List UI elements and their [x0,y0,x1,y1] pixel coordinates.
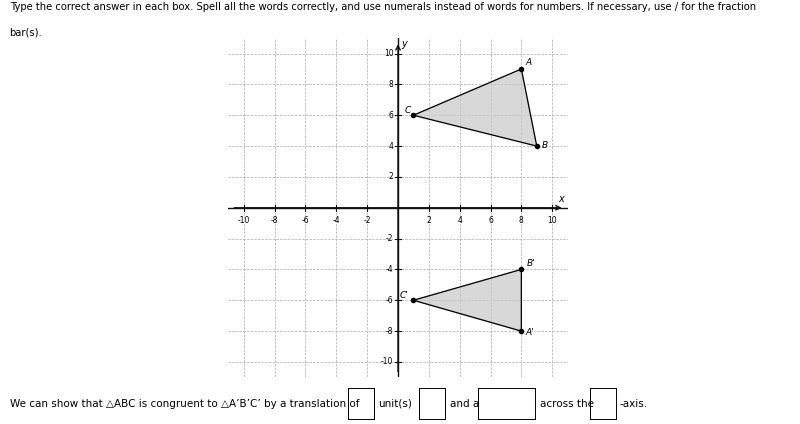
Text: y: y [402,39,407,49]
Text: -10: -10 [381,357,394,366]
Text: -2: -2 [363,216,371,225]
Text: 6: 6 [389,111,394,120]
Text: -4: -4 [333,216,340,225]
Text: 6: 6 [488,216,493,225]
Text: -2: -2 [386,234,394,243]
Text: A': A' [526,328,534,337]
Text: and a: and a [450,399,479,409]
Text: -6: -6 [386,296,394,305]
Text: across the: across the [540,399,594,409]
Text: 2: 2 [426,216,431,225]
Text: Type the correct answer in each box. Spell all the words correctly, and use nume: Type the correct answer in each box. Spe… [10,2,756,12]
Text: unit(s): unit(s) [378,399,412,409]
Text: -6: -6 [302,216,310,225]
Text: -8: -8 [386,326,394,336]
Text: -axis.: -axis. [620,399,648,409]
Text: A: A [526,58,531,67]
Text: 2: 2 [389,173,394,181]
Text: 4: 4 [458,216,462,225]
Text: C': C' [399,291,408,300]
Text: x: x [558,194,564,204]
Text: 8: 8 [519,216,524,225]
Text: -10: -10 [238,216,250,225]
Text: -4: -4 [386,265,394,274]
Text: 10: 10 [547,216,557,225]
Text: 4: 4 [389,142,394,151]
Text: -8: -8 [271,216,278,225]
Text: B': B' [526,259,535,268]
Text: B: B [542,141,548,150]
Polygon shape [414,69,537,146]
Text: 10: 10 [384,49,394,58]
Text: We can show that △ABC is congruent to △A’B’C’ by a translation of: We can show that △ABC is congruent to △A… [10,399,359,409]
Polygon shape [414,269,522,331]
Text: bar(s).: bar(s). [10,28,42,38]
Text: 8: 8 [389,80,394,89]
Text: C: C [404,106,410,115]
